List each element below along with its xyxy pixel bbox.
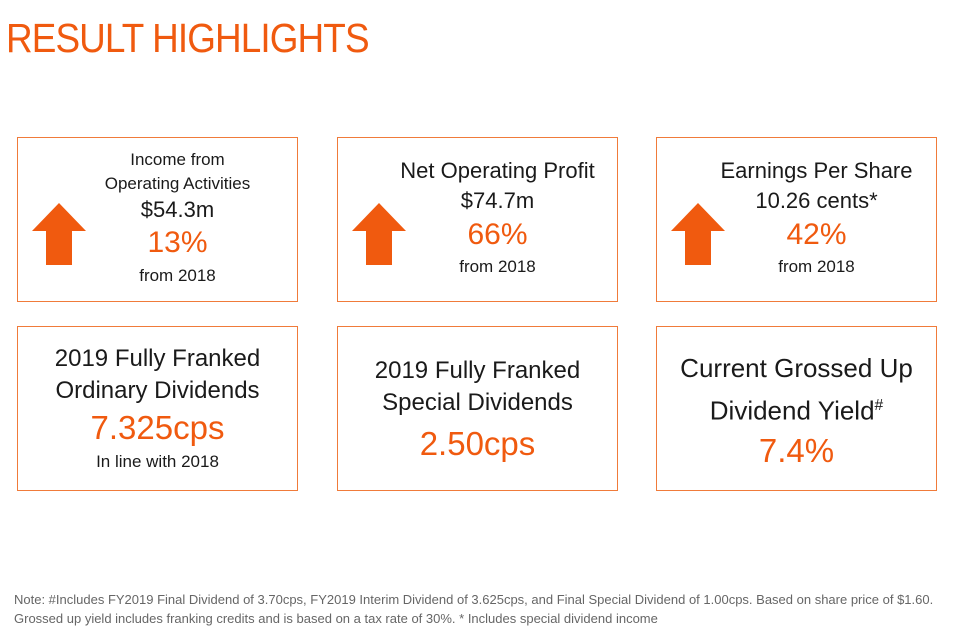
card-label-line: Special Dividends xyxy=(382,389,573,416)
card-amount: 10.26 cents* xyxy=(755,188,878,213)
card-amount: $74.7m xyxy=(460,188,535,213)
card-ordinary-dividends: 2019 Fully Franked Ordinary Dividends 7.… xyxy=(17,326,298,491)
card-subtext: from 2018 xyxy=(778,257,855,276)
hash-marker: # xyxy=(874,397,884,414)
card-label-line: Current Grossed Up xyxy=(680,353,913,383)
card-net-operating-profit: Net Operating Profit $74.7m 66% from 201… xyxy=(337,137,618,302)
card-yield-value: 7.4% xyxy=(758,431,835,469)
card-change-value: 66% xyxy=(467,218,528,251)
card-earnings-per-share: Earnings Per Share 10.26 cents* 42% from… xyxy=(656,137,937,302)
card-label-line: Ordinary Dividends xyxy=(55,377,260,404)
card-label-line: Operating Activities xyxy=(104,174,251,193)
card-subtext: In line with 2018 xyxy=(96,452,219,471)
card-income-operating: Income from Operating Activities $54.3m … xyxy=(17,137,298,302)
card-change-value: 42% xyxy=(786,218,847,251)
up-arrow-icon xyxy=(32,203,86,265)
footnote: Note: #Includes FY2019 Final Dividend of… xyxy=(14,592,934,626)
page-title: RESULT HIGHLIGHTS xyxy=(6,15,370,61)
card-change-value: 13% xyxy=(147,226,208,259)
card-label-line: Income from xyxy=(130,150,225,169)
card-subtext: from 2018 xyxy=(139,266,216,285)
card-label-line: Dividend Yield xyxy=(709,395,875,426)
card-label-line: Net Operating Profit xyxy=(400,158,595,183)
card-dividend-value: 2.50cps xyxy=(419,425,536,462)
card-amount: $54.3m xyxy=(140,197,215,222)
card-dividend-value: 7.325cps xyxy=(90,409,225,446)
up-arrow-icon xyxy=(671,203,725,265)
card-subtext: from 2018 xyxy=(459,257,536,276)
card-special-dividends: 2019 Fully Franked Special Dividends 2.5… xyxy=(337,326,618,491)
up-arrow-icon xyxy=(352,203,406,265)
card-dividend-yield: Current Grossed Up Dividend Yield# 7.4% xyxy=(656,326,937,491)
card-label-line: 2019 Fully Franked xyxy=(374,357,581,384)
card-label-line: Earnings Per Share xyxy=(720,158,913,183)
card-label-line: 2019 Fully Franked xyxy=(54,345,261,372)
